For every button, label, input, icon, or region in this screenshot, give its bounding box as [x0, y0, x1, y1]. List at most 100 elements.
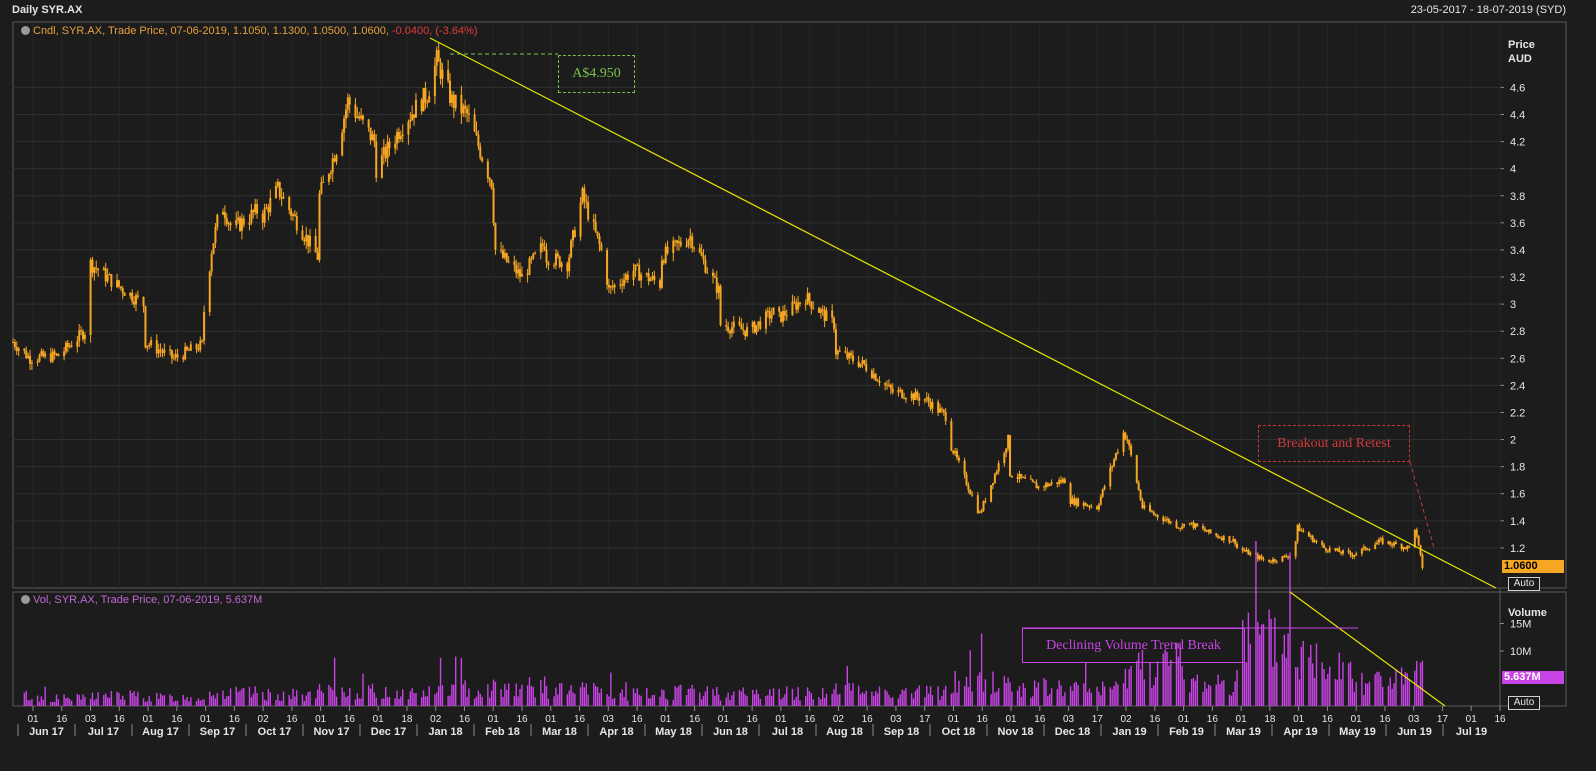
volume-legend[interactable]: Vol, SYR.AX, Trade Price, 07-06-2019, 5.… — [21, 594, 262, 606]
candle-body — [677, 241, 680, 244]
candle-body — [454, 94, 457, 108]
candle-body — [1056, 482, 1059, 485]
candle-body — [1109, 467, 1112, 487]
candle-body — [1402, 547, 1405, 549]
candle-body — [210, 253, 213, 272]
candle-body — [706, 272, 709, 274]
x-tick-label-month: Dec 18 — [1055, 726, 1090, 738]
auto-scale-button-volume[interactable]: Auto — [1508, 696, 1540, 710]
auto-scale-button[interactable]: Auto — [1508, 577, 1540, 591]
candle-body — [146, 345, 149, 348]
candle-body — [851, 355, 854, 362]
candle-body — [781, 311, 784, 322]
candle-body — [768, 311, 771, 319]
candle-body — [704, 259, 707, 273]
candle-body — [119, 286, 122, 289]
x-tick-label-month: Nov 18 — [997, 726, 1033, 738]
x-tick-label-day: 16 — [1149, 714, 1161, 725]
candle-body — [545, 249, 548, 263]
candle-body — [1362, 546, 1365, 549]
candle-body — [155, 340, 158, 354]
x-tick-label-day: 02 — [258, 714, 270, 725]
candle-body — [25, 350, 28, 358]
price-tick-label: 3.8 — [1510, 191, 1525, 203]
candle-body — [1177, 527, 1180, 529]
candle-body — [965, 474, 968, 485]
candle-body — [553, 265, 556, 267]
candle-body — [169, 349, 172, 351]
candle-body — [693, 247, 696, 249]
candle-body — [1058, 480, 1061, 485]
candle-body — [764, 311, 767, 329]
candle-body — [27, 355, 30, 358]
candle-body — [1203, 528, 1206, 531]
candle-body — [174, 354, 177, 358]
price-tick-label: 1.6 — [1510, 489, 1525, 501]
x-tick-label-month: Mar 19 — [1226, 726, 1261, 738]
candle-body — [799, 302, 802, 304]
candle-body — [1111, 465, 1114, 468]
x-tick-label-month: Jul 19 — [1456, 726, 1487, 738]
candle-body — [1326, 550, 1329, 552]
candle-body — [1196, 523, 1199, 527]
candle-body — [846, 352, 849, 359]
x-tick-label-month: Jun 19 — [1397, 726, 1432, 738]
candle-body — [520, 273, 523, 277]
candle-body — [1086, 505, 1089, 507]
candle-body — [380, 155, 383, 178]
candle-body — [117, 280, 120, 287]
candle-body — [751, 322, 754, 328]
candle-body — [1296, 524, 1299, 542]
x-tick-label-month: Aug 17 — [142, 726, 179, 738]
candle-body — [653, 275, 656, 281]
candle-body — [1201, 526, 1204, 529]
candle-body — [157, 349, 160, 354]
candle-body — [634, 264, 637, 271]
candle-body — [229, 223, 232, 226]
candle-body — [1071, 498, 1074, 504]
candle-body — [685, 245, 688, 247]
candle-body — [645, 273, 648, 275]
candle-body — [901, 389, 904, 398]
candle-body — [449, 80, 452, 103]
candle-body — [197, 348, 200, 350]
candle-body — [1387, 541, 1390, 544]
candle-body — [899, 389, 902, 391]
candle-body — [1162, 517, 1165, 522]
candle-body — [759, 321, 762, 329]
candle-body — [581, 188, 584, 203]
candle-body — [700, 251, 703, 256]
candle-body — [613, 284, 616, 288]
candle-body — [388, 141, 391, 149]
candle-body — [526, 273, 529, 275]
x-tick-label-day: 01 — [1466, 714, 1478, 725]
x-tick-label-month: Jun 18 — [713, 726, 748, 738]
candle-body — [623, 279, 626, 286]
candle-body — [791, 301, 794, 316]
candle-body — [1275, 561, 1278, 563]
candle-body — [1222, 536, 1225, 541]
legend-toggle-icon[interactable] — [21, 26, 30, 35]
candle-body — [592, 219, 595, 222]
candle-body — [1406, 545, 1409, 549]
candle-body — [17, 348, 20, 352]
legend-toggle-icon[interactable] — [21, 595, 30, 604]
candle-body — [76, 341, 79, 347]
candle-body — [573, 230, 576, 237]
candle-body — [1307, 531, 1310, 537]
price-legend[interactable]: Cndl, SYR.AX, Trade Price, 07-06-2019, 1… — [21, 25, 478, 37]
candle-body — [1031, 479, 1034, 482]
candle-body — [676, 240, 679, 244]
x-tick-label-day: 16 — [977, 714, 989, 725]
x-tick-label-day: 01 — [373, 714, 385, 725]
candle-body — [1355, 553, 1358, 555]
x-tick-label-month: Oct 18 — [942, 726, 976, 738]
candle-body — [322, 181, 325, 183]
candle-body — [1043, 486, 1046, 488]
candle-body — [104, 268, 107, 282]
candle-body — [106, 275, 109, 282]
candle-body — [467, 113, 470, 115]
candle-body — [83, 334, 86, 340]
candle-body — [715, 277, 718, 293]
candle-body — [367, 119, 370, 128]
